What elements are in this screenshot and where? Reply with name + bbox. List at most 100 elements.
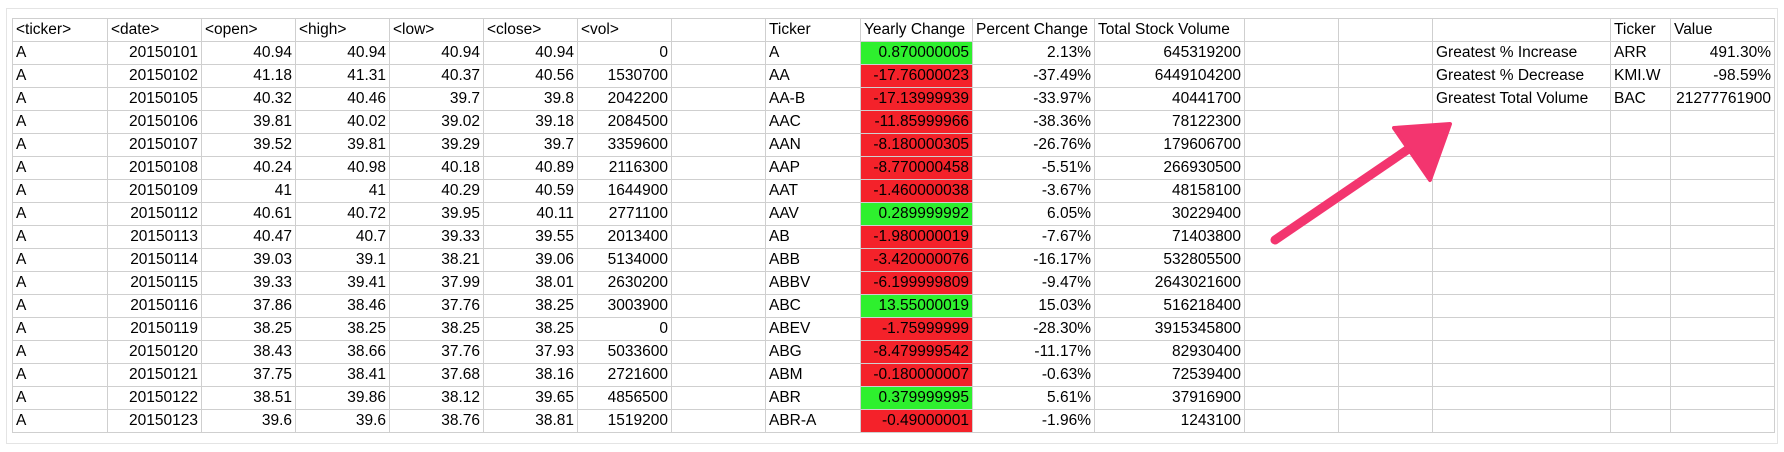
empty-cell[interactable] [1610, 340, 1671, 364]
percent-change-cell[interactable]: -16.17% [972, 248, 1095, 272]
empty-cell[interactable] [671, 340, 766, 364]
raw-data-cell[interactable]: 38.25 [201, 317, 296, 341]
summary-ticker-cell[interactable]: AAP [765, 156, 861, 180]
raw-data-cell[interactable]: 37.76 [389, 294, 484, 318]
raw-data-cell[interactable]: 5033600 [577, 340, 672, 364]
empty-cell[interactable] [1670, 202, 1775, 226]
empty-cell[interactable] [1432, 179, 1611, 203]
greatest-label-cell[interactable]: Greatest % Increase [1432, 41, 1611, 65]
raw-data-cell[interactable]: 39.52 [201, 133, 296, 157]
total-volume-cell[interactable]: 37916900 [1094, 386, 1245, 410]
raw-data-cell[interactable]: A [12, 110, 108, 134]
raw-header-cell[interactable]: <vol> [577, 18, 672, 42]
empty-cell[interactable] [1610, 248, 1671, 272]
percent-change-cell[interactable]: -3.67% [972, 179, 1095, 203]
empty-cell[interactable] [1610, 409, 1671, 433]
raw-data-cell[interactable]: 38.25 [389, 317, 484, 341]
empty-cell[interactable] [1610, 363, 1671, 387]
yearly-change-cell[interactable]: -17.13999939 [860, 87, 973, 111]
empty-cell[interactable] [1338, 294, 1433, 318]
raw-data-cell[interactable]: A [12, 271, 108, 295]
empty-cell[interactable] [671, 294, 766, 318]
empty-cell[interactable] [1670, 248, 1775, 272]
greatest-label-cell[interactable]: Greatest % Decrease [1432, 64, 1611, 88]
empty-cell[interactable] [1670, 225, 1775, 249]
empty-cell[interactable] [1244, 225, 1339, 249]
percent-change-cell[interactable]: -7.67% [972, 225, 1095, 249]
raw-data-cell[interactable]: 40.61 [201, 202, 296, 226]
percent-change-cell[interactable]: -9.47% [972, 271, 1095, 295]
empty-cell[interactable] [1610, 386, 1671, 410]
raw-data-cell[interactable]: 38.46 [295, 294, 390, 318]
yearly-change-cell[interactable]: -6.199999809 [860, 271, 973, 295]
raw-data-cell[interactable]: 20150107 [107, 133, 202, 157]
empty-cell[interactable] [1338, 363, 1433, 387]
greatest-label-cell[interactable]: Greatest Total Volume [1432, 87, 1611, 111]
raw-data-cell[interactable]: 38.16 [483, 363, 578, 387]
raw-data-cell[interactable]: 38.76 [389, 409, 484, 433]
yearly-change-cell[interactable]: -8.180000305 [860, 133, 973, 157]
raw-data-cell[interactable]: 2084500 [577, 110, 672, 134]
empty-cell[interactable] [1610, 317, 1671, 341]
empty-cell[interactable] [671, 386, 766, 410]
raw-data-cell[interactable]: 39.41 [295, 271, 390, 295]
empty-cell[interactable] [671, 64, 766, 88]
raw-data-cell[interactable]: 39.03 [201, 248, 296, 272]
raw-data-cell[interactable]: 40.59 [483, 179, 578, 203]
raw-data-cell[interactable]: 1519200 [577, 409, 672, 433]
summary-ticker-cell[interactable]: ABG [765, 340, 861, 364]
raw-data-cell[interactable]: A [12, 248, 108, 272]
summary-ticker-cell[interactable]: AAN [765, 133, 861, 157]
empty-cell[interactable] [1244, 317, 1339, 341]
empty-cell[interactable] [671, 225, 766, 249]
raw-data-cell[interactable]: A [12, 179, 108, 203]
raw-data-cell[interactable]: 2116300 [577, 156, 672, 180]
empty-cell[interactable] [1432, 294, 1611, 318]
raw-data-cell[interactable]: 37.75 [201, 363, 296, 387]
empty-cell[interactable] [1338, 248, 1433, 272]
raw-data-cell[interactable]: 39.8 [483, 87, 578, 111]
empty-cell[interactable] [1338, 317, 1433, 341]
empty-cell[interactable] [1338, 18, 1433, 42]
yearly-change-cell[interactable]: -0.180000007 [860, 363, 973, 387]
empty-cell[interactable] [1432, 248, 1611, 272]
raw-data-cell[interactable]: 39.65 [483, 386, 578, 410]
yearly-change-cell[interactable]: -11.85999966 [860, 110, 973, 134]
empty-cell[interactable] [671, 202, 766, 226]
summary-header-cell[interactable]: Yearly Change [860, 18, 973, 42]
raw-data-cell[interactable]: 38.12 [389, 386, 484, 410]
empty-cell[interactable] [1610, 110, 1671, 134]
raw-data-cell[interactable]: 2721600 [577, 363, 672, 387]
yearly-change-cell[interactable]: 13.55000019 [860, 294, 973, 318]
percent-change-cell[interactable]: -33.97% [972, 87, 1095, 111]
percent-change-cell[interactable]: -37.49% [972, 64, 1095, 88]
raw-data-cell[interactable]: A [12, 202, 108, 226]
summary-ticker-cell[interactable]: AAT [765, 179, 861, 203]
empty-cell[interactable] [671, 409, 766, 433]
empty-cell[interactable] [1432, 340, 1611, 364]
yearly-change-cell[interactable]: -8.479999542 [860, 340, 973, 364]
empty-cell[interactable] [1338, 110, 1433, 134]
empty-cell[interactable] [1244, 179, 1339, 203]
percent-change-cell[interactable]: 6.05% [972, 202, 1095, 226]
yearly-change-cell[interactable]: -8.770000458 [860, 156, 973, 180]
raw-data-cell[interactable]: 40.18 [389, 156, 484, 180]
raw-data-cell[interactable]: 1530700 [577, 64, 672, 88]
raw-data-cell[interactable]: 20150123 [107, 409, 202, 433]
raw-data-cell[interactable]: 38.43 [201, 340, 296, 364]
greatest-value-cell[interactable]: -98.59% [1670, 64, 1775, 88]
empty-cell[interactable] [1670, 386, 1775, 410]
raw-data-cell[interactable]: 40.56 [483, 64, 578, 88]
raw-data-cell[interactable]: 20150106 [107, 110, 202, 134]
raw-data-cell[interactable]: A [12, 340, 108, 364]
total-volume-cell[interactable]: 516218400 [1094, 294, 1245, 318]
raw-data-cell[interactable]: 39.1 [295, 248, 390, 272]
percent-change-cell[interactable]: -38.36% [972, 110, 1095, 134]
summary-ticker-cell[interactable]: A [765, 41, 861, 65]
raw-data-cell[interactable]: 2630200 [577, 271, 672, 295]
raw-data-cell[interactable]: 2771100 [577, 202, 672, 226]
raw-header-cell[interactable]: <close> [483, 18, 578, 42]
empty-cell[interactable] [1338, 271, 1433, 295]
empty-cell[interactable] [1244, 340, 1339, 364]
empty-cell[interactable] [1670, 110, 1775, 134]
